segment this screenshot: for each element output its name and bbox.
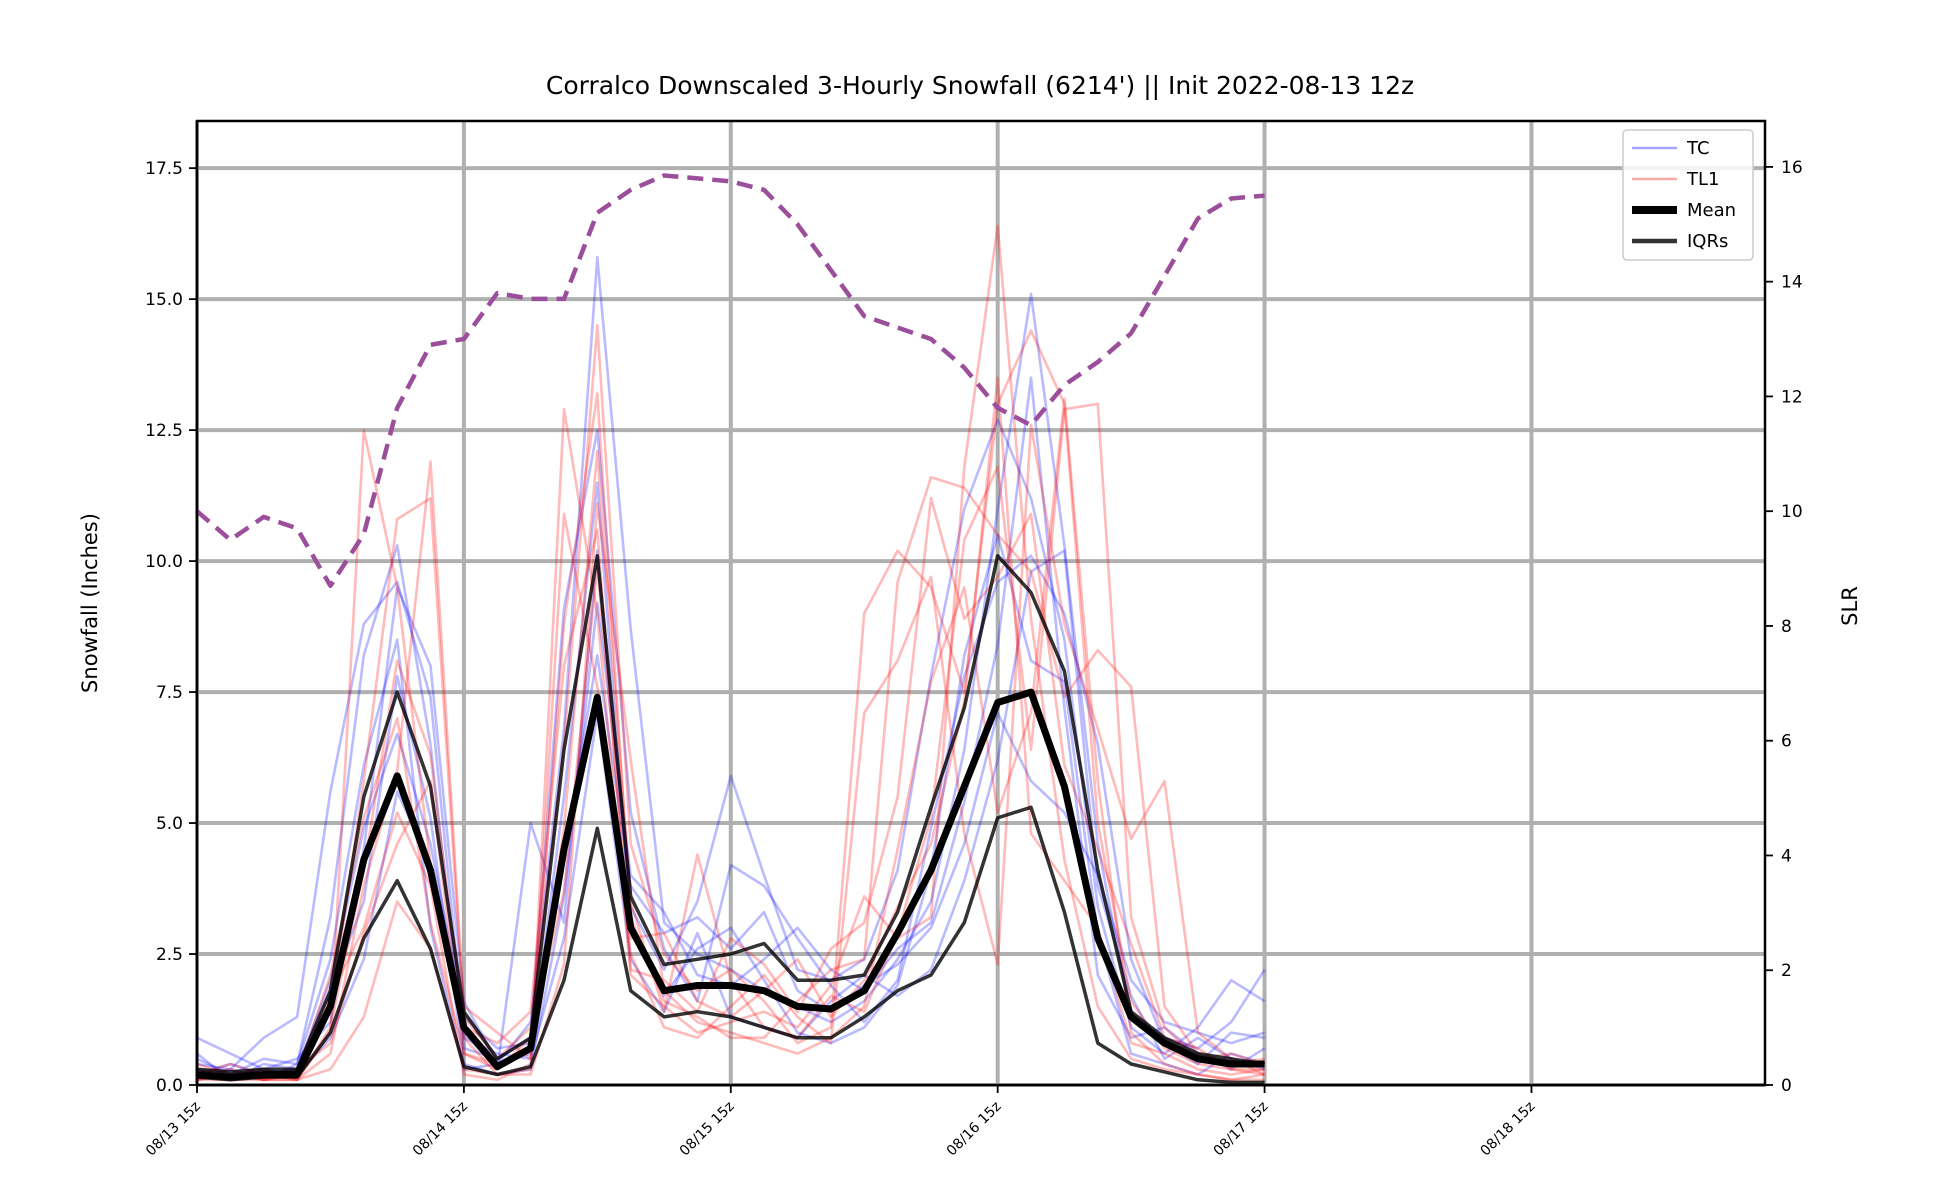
y2-tick-label: 2 [1781, 961, 1792, 981]
left-axis-ticks: 0.0 2.5 5.0 7.5 10.0 12.5 15.0 17.5 [145, 159, 197, 1096]
y-tick-label: 17.5 [145, 159, 183, 179]
y-tick-label: 0.0 [156, 1076, 183, 1096]
member-line-tl1 [196, 423, 1266, 1082]
member-line-tl1 [196, 224, 1265, 1082]
member-line-tc [196, 481, 1265, 1082]
member-line-tc [196, 654, 1265, 1082]
legend-label-tl1: TL1 [1686, 169, 1719, 190]
right-axis-ticks: 0 2 4 6 8 10 12 14 16 [1765, 158, 1803, 1096]
y-tick-label: 7.5 [156, 683, 183, 703]
legend-label-iqrs: IQRs [1687, 231, 1728, 252]
y2-tick-label: 14 [1781, 273, 1803, 293]
y2-tick-label: 8 [1781, 617, 1792, 637]
y-tick-label: 10.0 [145, 552, 183, 572]
y2-tick-label: 10 [1781, 502, 1803, 522]
y2-tick-label: 16 [1781, 158, 1803, 178]
y-axis-label: Snowfall (Inches) [78, 513, 102, 693]
y-tick-label: 5.0 [156, 814, 183, 834]
y2-axis-label: SLR [1838, 586, 1862, 626]
plot-frame [195, 119, 1767, 1087]
iqr-line [196, 805, 1265, 1085]
member-line-tc [196, 418, 1266, 1071]
y2-tick-label: 0 [1781, 1076, 1792, 1096]
y2-tick-label: 6 [1781, 732, 1792, 752]
y-tick-label: 2.5 [156, 945, 183, 965]
legend-label-mean: Mean [1687, 200, 1736, 221]
member-line-tc [196, 428, 1265, 1076]
member-line-tl1 [197, 402, 1265, 1082]
member-line-tl1 [196, 392, 1265, 1082]
chart-title: Corralco Downscaled 3-Hourly Snowfall (6… [546, 71, 1414, 100]
member-line-tl1 [196, 496, 1265, 1082]
legend: TC TL1 Mean IQRs [1622, 129, 1754, 261]
mean-line [196, 688, 1265, 1081]
y-tick-label: 15.0 [145, 290, 183, 310]
legend-label-tc: TC [1686, 138, 1710, 159]
iqr-line [196, 554, 1265, 1074]
y-tick-label: 12.5 [145, 421, 183, 441]
y2-tick-label: 12 [1781, 387, 1803, 407]
member-line-tl1 [196, 397, 1265, 1082]
member-line-tl1 [196, 324, 1265, 1082]
y2-tick-label: 4 [1781, 846, 1792, 866]
main-series [195, 173, 1265, 1085]
legend-box [1622, 129, 1754, 261]
